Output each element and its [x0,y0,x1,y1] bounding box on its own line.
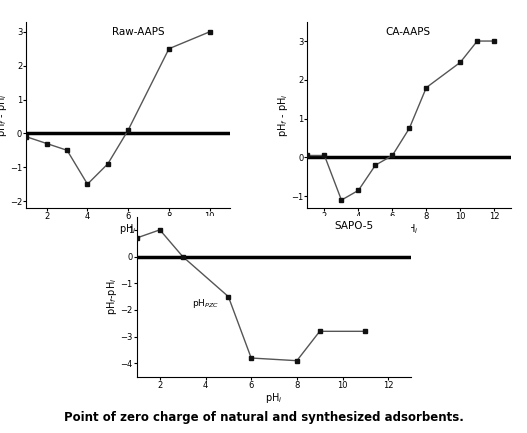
Text: Raw-AAPS: Raw-AAPS [112,27,164,37]
Y-axis label: pH$_f$-pH$_i$: pH$_f$-pH$_i$ [105,278,119,315]
Y-axis label: pH$_f$ - pH$_i$: pH$_f$ - pH$_i$ [0,93,8,136]
Text: Point of zero charge of natural and synthesized adsorbents.: Point of zero charge of natural and synt… [64,411,463,424]
X-axis label: pH$_i$: pH$_i$ [401,223,418,236]
Text: pH$_{PZC}$: pH$_{PZC}$ [192,297,219,310]
X-axis label: pH$_i$: pH$_i$ [265,391,283,405]
Text: SAPO-5: SAPO-5 [334,221,374,231]
Y-axis label: pH$_f$ - pH$_i$: pH$_f$ - pH$_i$ [276,93,290,136]
X-axis label: pH$_i$: pH$_i$ [120,223,137,236]
Text: CA-AAPS: CA-AAPS [385,27,430,37]
